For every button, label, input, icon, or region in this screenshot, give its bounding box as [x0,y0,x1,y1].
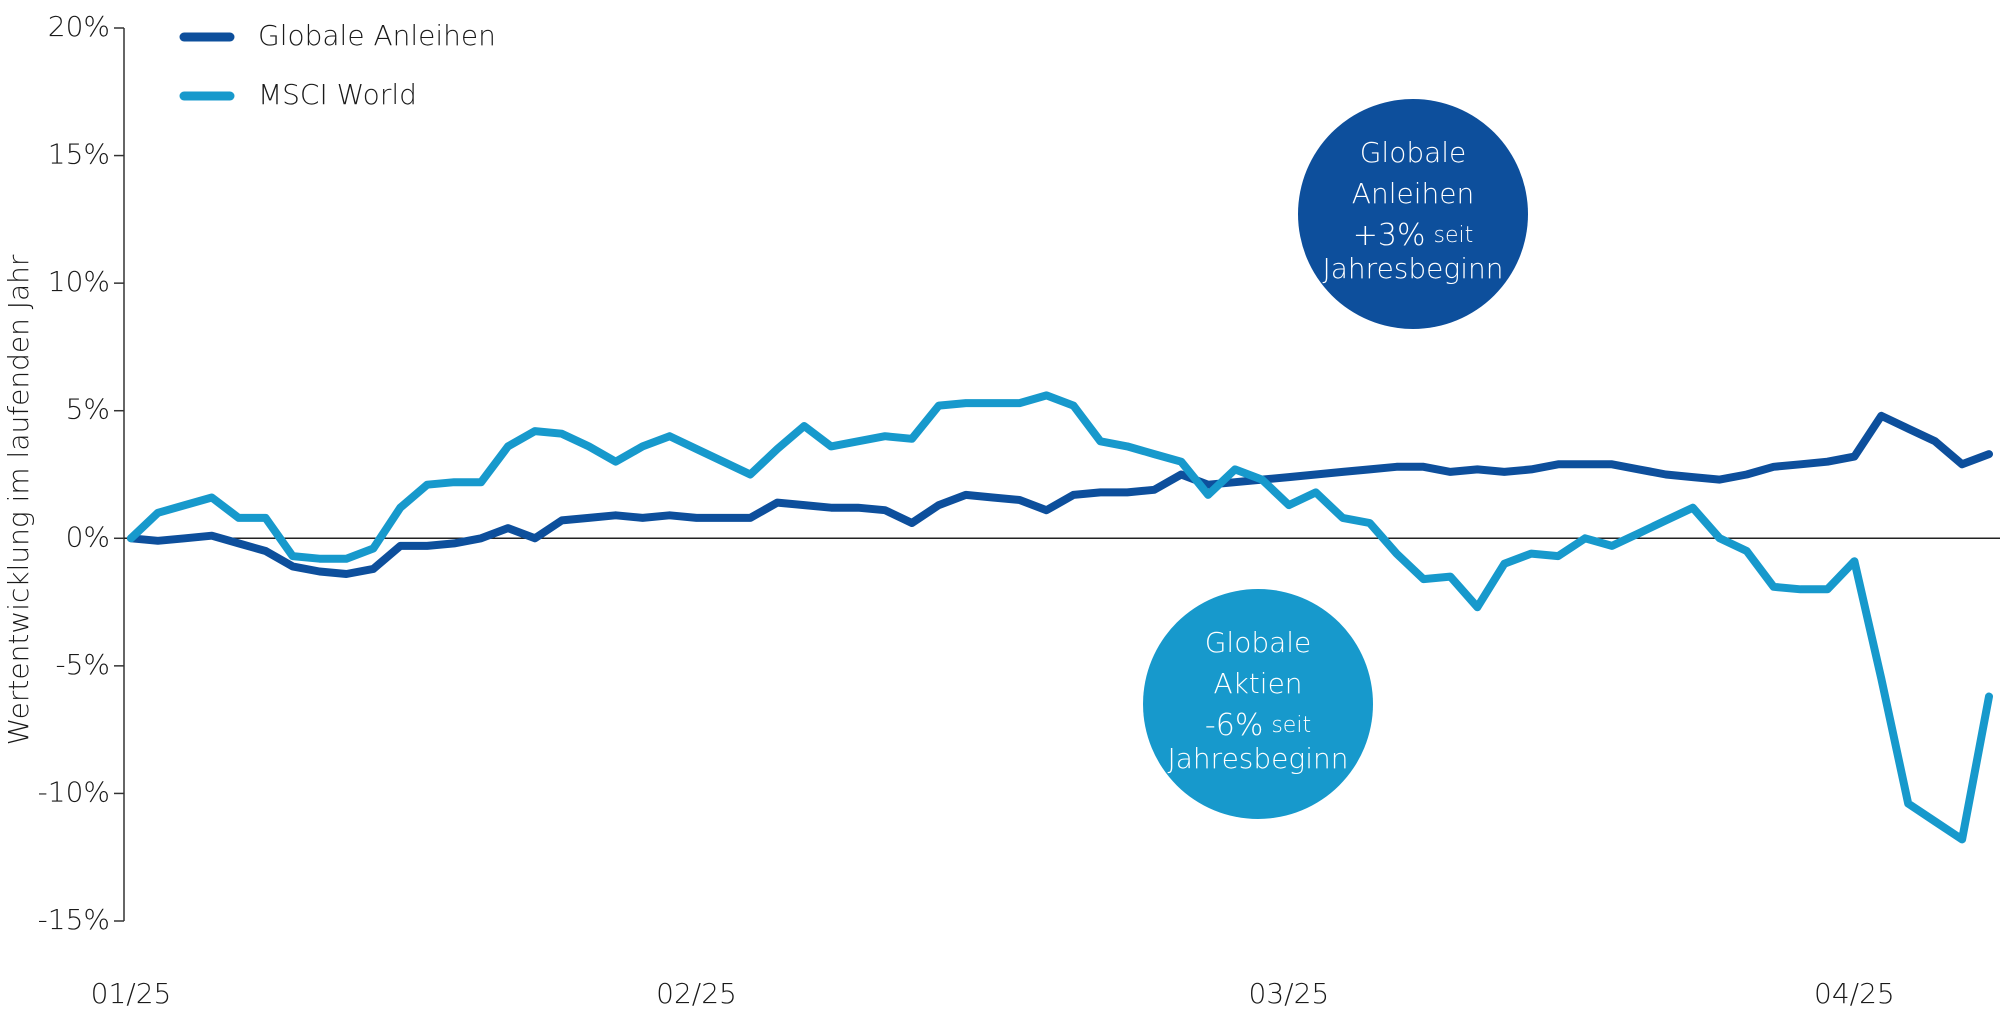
annotation-bubble: Globale Aktien -6% seit Jahresbeginn [1143,589,1373,819]
x-tick-label: 02/25 [656,977,737,1010]
x-tick-label: 01/25 [91,977,172,1010]
legend-label: Globale Anleihen [258,19,496,52]
bubble-note: Jahresbeginn [1168,742,1349,775]
y-tick-label: 10% [48,265,110,298]
y-tick-label: -15% [38,903,110,936]
line-series [127,391,1993,844]
y-tick-label: 5% [66,393,110,426]
legend-label: MSCI World [258,78,417,111]
bubble-suffix: seit [1433,223,1473,248]
bubble-text: Anleihen [1352,177,1474,210]
bubble-highlight-line: +3% seit [1353,218,1473,253]
bubble-suffix: seit [1271,713,1311,738]
bubble-text: Globale [1205,626,1312,659]
x-tick-label: 04/25 [1814,977,1895,1010]
bubble-highlight: +3% [1353,218,1426,253]
bubble-note: Jahresbeginn [1323,252,1504,285]
y-tick-label: 20% [48,10,110,43]
bubble-text: Globale [1360,136,1467,169]
y-tick-label: 15% [48,138,110,171]
bubble-circle [1298,99,1528,329]
y-tick-label: -5% [55,648,110,681]
bubble-text: Aktien [1213,667,1302,700]
bubble-highlight-line: -6% seit [1205,708,1311,743]
bubble-circle [1143,589,1373,819]
y-axis-label: Wertentwicklung im laufenden Jahr [2,254,35,745]
line-series [127,411,1993,578]
bubble-highlight: -6% [1205,708,1263,743]
y-tick-label: -10% [38,775,110,808]
x-tick-label: 03/25 [1249,977,1330,1010]
y-tick-label: 0% [66,520,110,553]
annotation-bubble: Globale Anleihen +3% seit Jahresbeginn [1298,99,1528,329]
